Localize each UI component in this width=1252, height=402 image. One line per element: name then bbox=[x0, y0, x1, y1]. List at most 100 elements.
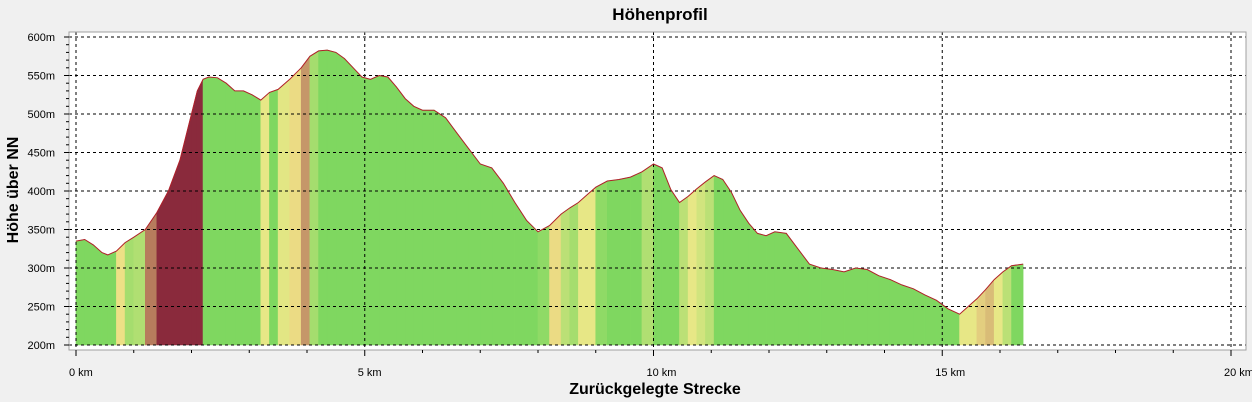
elevation-segment bbox=[335, 51, 345, 346]
elevation-segment bbox=[309, 50, 319, 346]
chart-title: Höhenprofil bbox=[612, 5, 707, 24]
elevation-segment bbox=[225, 82, 236, 346]
elevation-segment bbox=[93, 244, 103, 346]
elevation-segment bbox=[217, 77, 227, 346]
elevation-segment bbox=[670, 188, 680, 346]
elevation-segment bbox=[722, 178, 732, 346]
y-tick-label: 400m bbox=[27, 186, 55, 198]
elevation-segment bbox=[468, 147, 481, 346]
elevation-segment bbox=[503, 182, 516, 346]
elevation-segment bbox=[196, 79, 204, 346]
elevation-segment bbox=[433, 109, 446, 346]
y-tick-label: 450m bbox=[27, 148, 55, 160]
elevation-segment bbox=[456, 132, 470, 346]
elevation-segment bbox=[913, 288, 926, 346]
elevation-segment bbox=[208, 76, 218, 346]
elevation-segment bbox=[318, 49, 328, 346]
elevation-segment bbox=[352, 67, 363, 346]
x-axis-title: Zurückgelegte Strecke bbox=[569, 381, 741, 398]
x-tick-label: 5 km bbox=[358, 367, 382, 379]
elevation-segment bbox=[586, 186, 597, 346]
elevation-segment bbox=[75, 239, 85, 346]
elevation-segment bbox=[84, 238, 94, 346]
elevation-segment bbox=[251, 94, 262, 346]
y-tick-label: 500m bbox=[27, 109, 55, 121]
elevation-segment bbox=[739, 209, 750, 346]
elevation-segment bbox=[832, 269, 845, 346]
elevation-segment bbox=[947, 308, 960, 346]
elevation-segment bbox=[924, 294, 937, 346]
elevation-segment bbox=[537, 225, 550, 346]
elevation-segment bbox=[578, 194, 588, 346]
elevation-segment bbox=[116, 241, 126, 346]
elevation-segment bbox=[713, 175, 724, 346]
elevation-segment bbox=[491, 166, 504, 346]
elevation-segment bbox=[549, 213, 562, 346]
elevation-segment bbox=[569, 202, 579, 346]
elevation-segment bbox=[774, 231, 787, 346]
elevation-segment bbox=[705, 175, 715, 346]
x-tick-label: 15 km bbox=[935, 367, 965, 379]
elevation-segment bbox=[731, 192, 741, 346]
elevation-segment bbox=[422, 109, 435, 346]
elevation-segment bbox=[370, 75, 380, 346]
elevation-area bbox=[75, 49, 1024, 346]
elevation-segment bbox=[595, 180, 608, 346]
y-tick-label: 200m bbox=[27, 340, 55, 352]
elevation-segment bbox=[387, 76, 397, 346]
elevation-segment bbox=[101, 252, 109, 346]
elevation-segment bbox=[560, 207, 571, 346]
elevation-segment bbox=[124, 236, 135, 346]
elevation-segment bbox=[404, 97, 415, 346]
elevation-segment bbox=[344, 57, 354, 346]
elevation-segment bbox=[757, 232, 767, 346]
elevation-segment bbox=[514, 201, 527, 346]
axes bbox=[64, 31, 1247, 356]
elevation-segment bbox=[985, 278, 995, 346]
elevation-segment bbox=[1011, 263, 1024, 346]
elevation-segment bbox=[901, 284, 914, 346]
elevation-segment bbox=[993, 271, 1004, 346]
elevation-segment bbox=[687, 188, 698, 346]
elevation-segment bbox=[526, 219, 539, 346]
y-tick-label: 600m bbox=[27, 32, 55, 44]
elevation-segment bbox=[133, 228, 146, 346]
elevation-segment bbox=[748, 222, 758, 346]
elevation-segment bbox=[809, 263, 822, 346]
elevation-segment bbox=[696, 181, 706, 346]
elevation-segment bbox=[797, 247, 810, 346]
elevation-segment bbox=[630, 171, 643, 346]
elevation-segment bbox=[866, 269, 880, 346]
elevation-line bbox=[75, 49, 1024, 315]
elevation-segment bbox=[107, 250, 117, 346]
elevation-segment bbox=[202, 76, 210, 346]
elevation-segment bbox=[606, 179, 620, 346]
y-tick-label: 550m bbox=[27, 71, 55, 83]
x-tick-label: 0 km bbox=[69, 367, 93, 379]
elevation-segment bbox=[786, 232, 799, 346]
elevation-segment bbox=[765, 231, 776, 346]
elevation-segment bbox=[679, 195, 689, 346]
elevation-segment bbox=[618, 176, 631, 346]
y-axis-title: Höhe über NN bbox=[5, 137, 22, 244]
elevation-segment bbox=[889, 279, 903, 346]
elevation-segment bbox=[878, 275, 891, 346]
elevation-segment bbox=[260, 91, 270, 346]
elevation-segment bbox=[413, 105, 423, 346]
elevation-segment bbox=[326, 49, 337, 346]
y-tick-label: 250m bbox=[27, 302, 55, 314]
elevation-segment bbox=[661, 167, 672, 346]
x-tick-label: 10 km bbox=[647, 367, 677, 379]
elevation-segment bbox=[378, 75, 389, 346]
elevation-segment bbox=[289, 67, 302, 346]
elevation-segment bbox=[1002, 265, 1012, 346]
elevation-segment bbox=[300, 55, 311, 346]
elevation-segment bbox=[168, 160, 181, 346]
y-tick-label: 300m bbox=[27, 263, 55, 275]
elevation-segment bbox=[445, 116, 458, 346]
elevation-segment bbox=[277, 78, 290, 346]
x-tick-label: 20 km bbox=[1224, 367, 1252, 379]
grid bbox=[69, 32, 1246, 350]
